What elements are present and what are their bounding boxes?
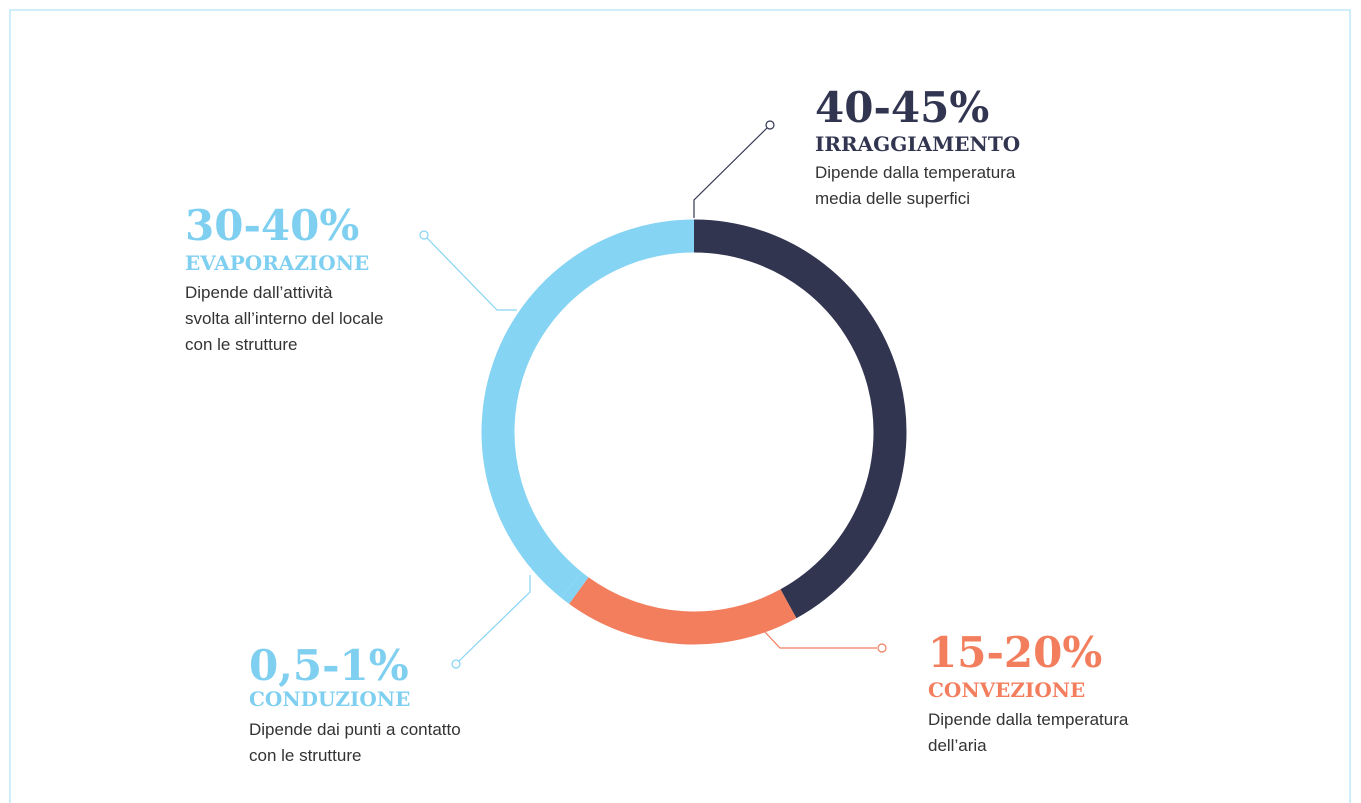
- donut-segment: [561, 572, 589, 604]
- leader-dot: [765, 120, 775, 130]
- value-label: 30-40%: [185, 201, 359, 250]
- description: con le strutture: [185, 335, 297, 354]
- description: Dipende dall’attività: [185, 283, 333, 302]
- leader-dot: [451, 659, 461, 669]
- description: Dipende dalla temperatura: [928, 710, 1129, 729]
- description: Dipende dai punti a contatto: [249, 720, 461, 739]
- value-label: 40-45%: [815, 83, 989, 132]
- description: svolta all’interno del locale: [185, 309, 383, 328]
- leader-lines: [419, 120, 887, 669]
- category-label: EVAPORAZIONE: [185, 251, 369, 275]
- leader-line: [693, 127, 768, 218]
- category-label: IRRAGGIAMENTO: [815, 132, 1020, 156]
- leader-line: [458, 575, 531, 662]
- leader-dot: [419, 230, 429, 240]
- value-label: 0,5-1%: [249, 641, 409, 690]
- description: con le strutture: [249, 746, 361, 765]
- value-label: 15-20%: [928, 628, 1102, 677]
- donut-segment: [569, 577, 797, 645]
- category-label: CONDUZIONE: [249, 687, 410, 711]
- donut-segment: [481, 219, 695, 598]
- description: dell’aria: [928, 736, 987, 755]
- leader-line: [426, 237, 517, 311]
- leader-line: [762, 629, 877, 649]
- donut-segment: [693, 219, 907, 619]
- frame: [9, 9, 1351, 803]
- category-label: CONVEZIONE: [928, 678, 1085, 702]
- description: media delle superfici: [815, 189, 970, 208]
- leader-dot: [877, 643, 887, 653]
- description: Dipende dalla temperatura: [815, 163, 1016, 182]
